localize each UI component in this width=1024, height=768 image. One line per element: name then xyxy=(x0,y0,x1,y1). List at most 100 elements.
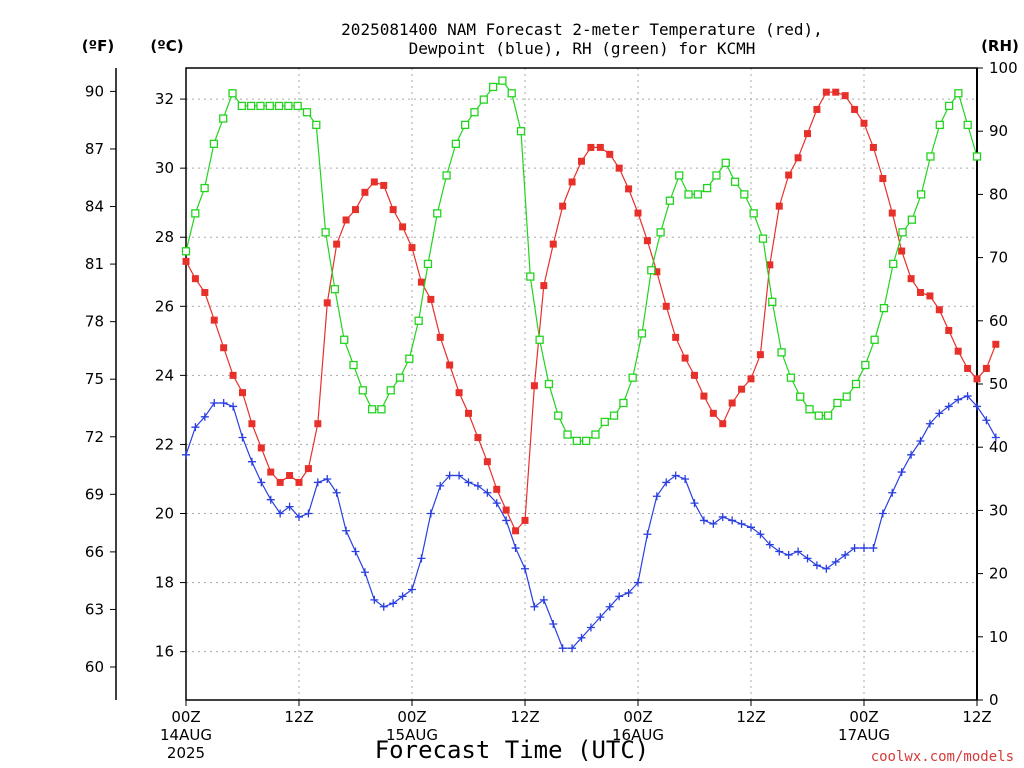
dewpoint-point xyxy=(765,540,774,549)
rh-point xyxy=(246,101,256,111)
rh-point xyxy=(237,101,246,111)
rh-point xyxy=(600,417,609,427)
rh-point xyxy=(842,392,851,401)
temperature-point xyxy=(954,347,962,355)
dewpoint-point xyxy=(502,516,511,525)
dewpoint-point xyxy=(530,602,539,611)
temperature-point xyxy=(728,399,736,407)
temperature-point xyxy=(399,223,407,231)
y-celsius-tick-label: 20 xyxy=(155,505,174,523)
dewpoint-point xyxy=(888,488,897,497)
temperature-point xyxy=(427,295,435,303)
credit-label: coolwx.com/models xyxy=(871,749,1014,765)
temperature-point xyxy=(559,202,567,210)
rh-point xyxy=(851,379,861,389)
dewpoint-point xyxy=(266,495,275,504)
temperature-point xyxy=(709,409,717,417)
temperature-point xyxy=(323,299,331,307)
dewpoint-point xyxy=(803,554,812,563)
dewpoint-point xyxy=(634,578,642,587)
y-rh-tick-label: 50 xyxy=(989,375,1008,393)
y-rh-tick-label: 20 xyxy=(989,565,1008,583)
temperature-point xyxy=(521,516,529,524)
rh-point xyxy=(209,139,219,148)
y-celsius-tick-label: 16 xyxy=(155,643,174,661)
dewpoint-point xyxy=(417,554,426,563)
rh-point xyxy=(758,234,768,243)
temperature-point xyxy=(248,420,256,428)
temperature-point xyxy=(295,478,303,486)
rh-point xyxy=(712,171,721,180)
y-rh-tick-label: 30 xyxy=(989,501,1008,519)
x-tick-label: 16AUG xyxy=(612,726,664,744)
temperature-point xyxy=(239,389,246,397)
dewpoint-point xyxy=(342,526,351,535)
dewpoint-point xyxy=(907,450,916,459)
dewpoint-point xyxy=(605,602,614,611)
temperature-point xyxy=(568,178,576,186)
temperature-point xyxy=(342,216,350,224)
unit-label-rh: (RH) xyxy=(981,37,1019,55)
rh-point xyxy=(917,190,926,199)
rh-point xyxy=(730,177,740,186)
y-rh-tick-label: 80 xyxy=(989,185,1008,203)
temperature-point xyxy=(578,157,585,165)
rh-point xyxy=(461,120,470,130)
temperature-point xyxy=(530,382,538,390)
x-tick-label: 12Z xyxy=(510,708,539,726)
dewpoint-point xyxy=(200,412,209,421)
rh-point xyxy=(749,209,758,218)
dewpoint-point xyxy=(568,644,577,653)
rh-point xyxy=(219,114,228,123)
temperature-point xyxy=(455,389,463,397)
dewpoint-point xyxy=(426,509,435,518)
temperature-point xyxy=(794,154,802,162)
rh-point xyxy=(665,196,675,205)
temperature-point xyxy=(738,385,746,393)
rh-point xyxy=(591,430,600,439)
rh-point xyxy=(628,373,637,382)
temperature-point xyxy=(370,178,378,186)
temperature-point xyxy=(719,420,727,428)
temperature-point xyxy=(888,209,896,217)
dewpoint-point xyxy=(756,530,765,539)
rh-point xyxy=(256,101,265,111)
dewpoint-point xyxy=(257,478,266,487)
dewpoint-point xyxy=(313,478,322,487)
rh-point xyxy=(330,285,340,294)
dewpoint-point xyxy=(219,398,228,407)
y-fahrenheit-tick-label: 81 xyxy=(85,255,104,273)
rh-point xyxy=(889,259,898,269)
x-tick-label: 00Z xyxy=(623,708,652,726)
x-tick-label: 2025 xyxy=(167,744,205,762)
dewpoint-point xyxy=(276,509,285,518)
temperature-point xyxy=(973,375,981,383)
rh-point xyxy=(321,228,330,237)
temperature-point xyxy=(700,392,708,400)
dewpoint-point xyxy=(794,547,803,556)
dewpoint-point xyxy=(360,568,369,577)
rh-point xyxy=(944,101,954,111)
y-celsius-tick-label: 22 xyxy=(155,435,174,453)
rh-point xyxy=(954,89,963,98)
y-fahrenheit-tick-label: 69 xyxy=(85,485,104,503)
dewpoint-point xyxy=(182,450,190,459)
rh-point xyxy=(898,228,907,237)
y-fahrenheit-tick-label: 60 xyxy=(85,658,104,676)
dewpoint-point xyxy=(464,478,473,487)
temperature-point xyxy=(634,209,642,217)
temperature-point xyxy=(220,344,228,352)
rh-point xyxy=(619,398,628,408)
y-celsius-tick-label: 28 xyxy=(155,228,174,246)
y-fahrenheit-tick-label: 66 xyxy=(85,543,104,561)
dewpoint-point xyxy=(831,557,840,566)
temperature-point xyxy=(766,261,774,269)
series-temperature xyxy=(182,88,1000,535)
y-rh-tick-label: 70 xyxy=(989,249,1008,267)
chart-title-line2: Dewpoint (blue), RH (green) for KCMH xyxy=(409,39,756,58)
rh-point xyxy=(833,398,842,408)
dewpoint-point xyxy=(709,519,718,528)
temperature-point xyxy=(408,244,416,252)
temperature-point xyxy=(653,268,661,276)
rh-point xyxy=(386,386,395,395)
